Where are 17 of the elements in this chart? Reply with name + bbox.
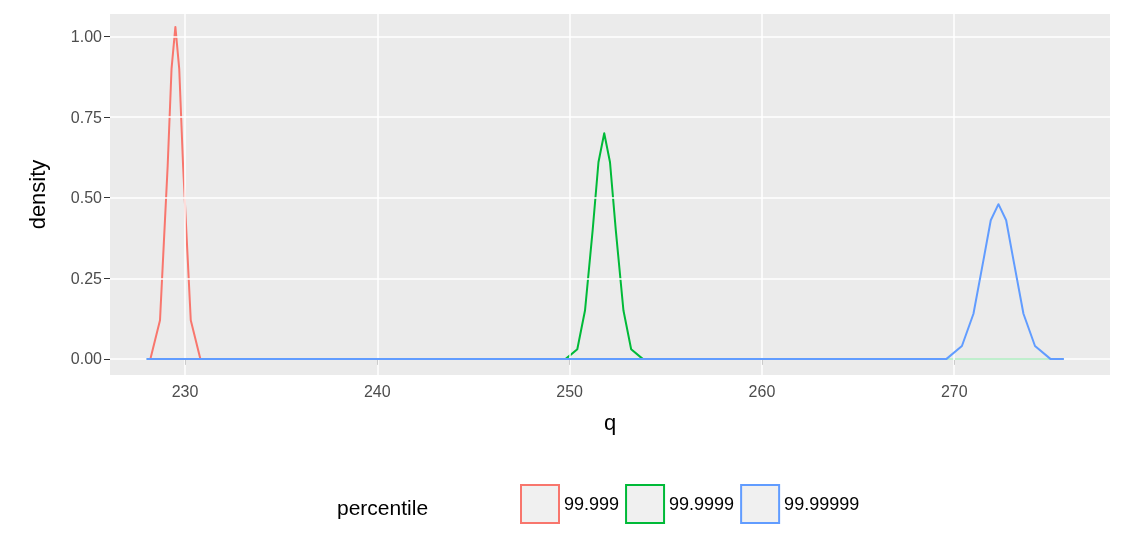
x-axis-title: q	[603, 409, 617, 435]
y-tick-label: 0.00	[70, 350, 103, 368]
x-tick-label: 240	[363, 382, 391, 400]
y-axis-title: density	[24, 159, 50, 230]
y-tick-label: 0.75	[70, 108, 103, 126]
x-tick-label: 270	[940, 382, 968, 400]
y-tick-label: 1.00	[70, 28, 103, 46]
x-tick-label: 230	[171, 382, 199, 400]
legend-label: 99.999	[564, 494, 620, 514]
x-tick-label: 250	[556, 382, 584, 400]
x-tick-label: 260	[748, 382, 776, 400]
legend-label: 99.9999	[669, 494, 735, 514]
legend-label: 99.99999	[784, 494, 860, 514]
y-tick-label: 0.50	[70, 189, 103, 207]
y-tick-label: 0.25	[70, 269, 103, 287]
line-series	[145, 203, 1065, 360]
legend-title: percentile	[337, 496, 429, 519]
